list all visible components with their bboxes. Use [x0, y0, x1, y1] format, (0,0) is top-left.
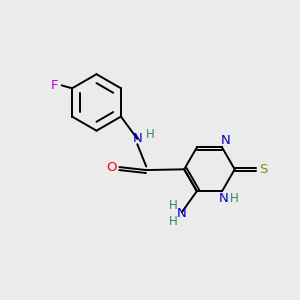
Text: H: H — [169, 215, 177, 228]
Text: H: H — [230, 192, 238, 205]
Text: O: O — [106, 160, 116, 174]
Text: H: H — [146, 128, 154, 141]
Text: N: N — [132, 132, 142, 146]
Text: F: F — [50, 79, 58, 92]
Text: N: N — [219, 192, 228, 205]
Text: N: N — [177, 207, 187, 220]
Text: N: N — [221, 134, 230, 147]
Text: S: S — [259, 163, 267, 176]
Text: H: H — [169, 199, 177, 212]
